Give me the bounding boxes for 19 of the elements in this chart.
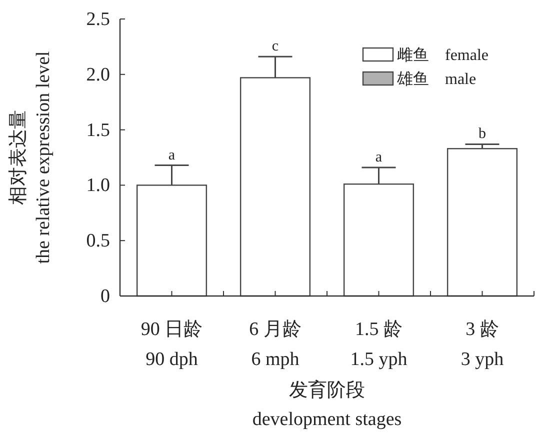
legend-label: 雄鱼 male xyxy=(396,70,476,88)
y-axis-title: 相对表达量 the relative expression level xyxy=(8,51,54,264)
annotation: b xyxy=(478,126,486,142)
bar xyxy=(446,148,518,297)
annotation: c xyxy=(272,38,279,55)
y-tick-label: 1.0 xyxy=(86,175,110,196)
legend-label: 雌鱼 female xyxy=(397,46,489,64)
x-tick-label: 3 龄 3 yph xyxy=(460,319,504,370)
annotation: a xyxy=(168,147,176,164)
x-tick-label: 6 月龄 6 mph xyxy=(249,319,302,370)
annotation: a xyxy=(375,149,382,166)
y-tick-label: 1.5 xyxy=(86,120,110,141)
x-tick-label: 90 日龄 90 dph xyxy=(140,319,203,370)
y-tick-label: 2.0 xyxy=(86,64,110,86)
y-tick-label: 0.5 xyxy=(86,230,110,252)
y-tick-label: 0 xyxy=(100,286,110,307)
x-tick-label: 1.5 龄 1.5 yph xyxy=(350,319,408,370)
y-tick-label: 2.5 xyxy=(86,9,110,30)
x-axis-title: 发育阶段 development stages xyxy=(252,379,402,430)
